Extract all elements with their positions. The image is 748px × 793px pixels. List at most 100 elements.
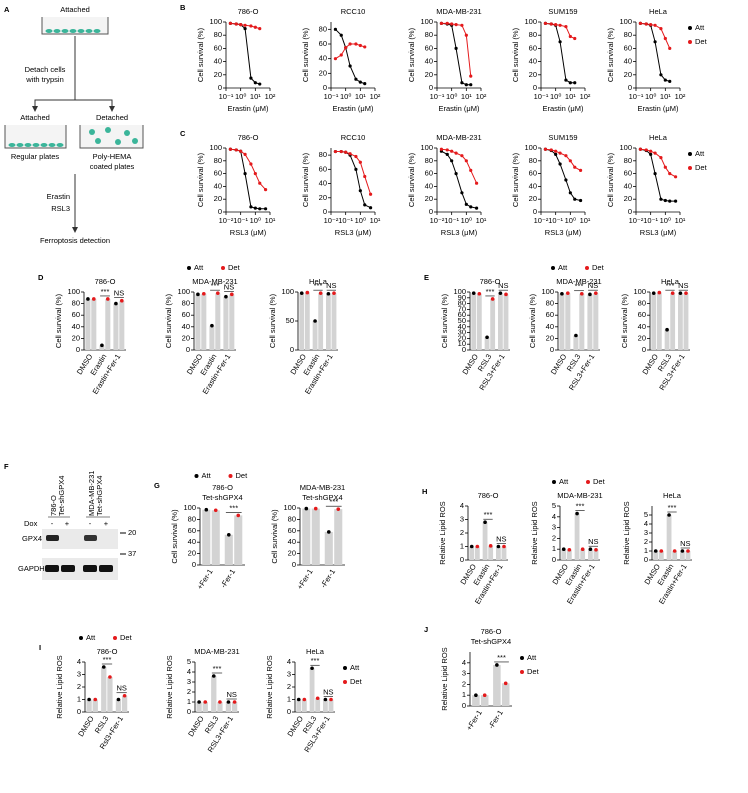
dot bbox=[503, 681, 508, 686]
sig-label: NS bbox=[114, 289, 124, 298]
dot bbox=[313, 506, 318, 511]
chart-subtitle: Tet-shGPX4 bbox=[302, 493, 342, 502]
dot bbox=[93, 697, 98, 702]
point bbox=[659, 197, 663, 201]
y-tick-label: 0 bbox=[533, 207, 537, 216]
point bbox=[663, 78, 667, 82]
y-axis-label: Cell survival (%) bbox=[620, 293, 629, 348]
band bbox=[46, 535, 59, 541]
point bbox=[368, 206, 373, 210]
dot bbox=[327, 530, 331, 534]
dot bbox=[120, 298, 124, 303]
point bbox=[354, 42, 358, 46]
legend-label: Det bbox=[527, 667, 540, 676]
bar bbox=[324, 531, 333, 565]
dot bbox=[236, 513, 241, 518]
bar bbox=[672, 551, 678, 560]
bar bbox=[115, 699, 122, 712]
bar bbox=[92, 699, 98, 712]
bar bbox=[234, 515, 243, 565]
blot-membrane bbox=[42, 558, 118, 580]
point bbox=[234, 22, 238, 26]
bar bbox=[121, 695, 128, 712]
y-tick-label: 20 bbox=[425, 194, 433, 203]
dot bbox=[495, 663, 499, 667]
y-tick-label: 4 bbox=[77, 657, 81, 666]
x-axis-label: Erastin (μM) bbox=[439, 104, 480, 113]
chart-title: RCC10 bbox=[341, 7, 366, 16]
dot bbox=[653, 549, 658, 553]
dot bbox=[216, 291, 220, 295]
dot bbox=[296, 697, 301, 702]
curve bbox=[640, 148, 676, 202]
y-tick-label: 60 bbox=[529, 169, 537, 178]
y-tick-label: 5 bbox=[552, 501, 556, 510]
y-tick-label: 100 bbox=[420, 143, 433, 152]
bar bbox=[680, 551, 685, 560]
bar bbox=[101, 667, 107, 712]
point bbox=[450, 159, 454, 163]
chart-title: HeLa bbox=[309, 277, 328, 286]
bar bbox=[498, 293, 503, 350]
dot bbox=[667, 513, 671, 517]
diagram-label: Poly-HEMA bbox=[93, 152, 132, 161]
dot bbox=[108, 675, 112, 679]
marker-label: 37 bbox=[128, 549, 136, 558]
y-tick-label: 100 bbox=[619, 143, 632, 152]
y-tick-label: 90 bbox=[458, 293, 466, 302]
point bbox=[558, 151, 562, 155]
x-tick-label: 10² bbox=[675, 92, 686, 101]
legend-label: Att bbox=[695, 23, 705, 32]
dot bbox=[490, 297, 495, 301]
dot bbox=[329, 697, 333, 702]
panel-letter: D bbox=[38, 273, 44, 282]
chart-title: MDA-MB-231 bbox=[192, 277, 237, 286]
bar bbox=[91, 298, 97, 350]
legend-label: Det bbox=[120, 633, 133, 642]
y-tick-label: 0 bbox=[77, 707, 81, 716]
y-tick-label: 60 bbox=[288, 526, 296, 535]
chart-title: MDA-MB-231 bbox=[300, 483, 345, 492]
bar bbox=[476, 293, 482, 350]
y-tick-label: 60 bbox=[319, 164, 327, 173]
curve bbox=[545, 22, 575, 84]
bar bbox=[496, 546, 501, 560]
x-axis-label: RSL3 (μM) bbox=[441, 228, 478, 237]
x-tick-label: 10⁻¹ bbox=[324, 92, 339, 101]
bar bbox=[472, 695, 480, 706]
point bbox=[258, 27, 262, 31]
band bbox=[45, 565, 59, 572]
sig-label: *** bbox=[229, 503, 238, 512]
point bbox=[564, 78, 568, 82]
bar bbox=[323, 699, 328, 712]
arrow bbox=[34, 99, 113, 110]
dot bbox=[230, 292, 234, 297]
point bbox=[253, 172, 257, 176]
dot bbox=[588, 547, 593, 551]
legend-marker bbox=[79, 636, 83, 640]
y-axis-label: Cell survival (%) bbox=[196, 27, 205, 82]
y-tick-label: 40 bbox=[624, 181, 632, 190]
point bbox=[454, 46, 458, 51]
chart-title: MDA-MB-231 bbox=[557, 491, 602, 500]
dot bbox=[313, 319, 317, 323]
legend-marker bbox=[688, 166, 692, 170]
y-tick-label: 2 bbox=[77, 682, 81, 691]
y-tick-label: 80 bbox=[72, 299, 80, 308]
point bbox=[358, 43, 362, 48]
y-tick-label: 100 bbox=[177, 287, 190, 296]
y-tick-label: 0 bbox=[429, 83, 433, 92]
legend-label: Det bbox=[593, 477, 606, 486]
y-tick-label: 70 bbox=[458, 304, 466, 313]
sig-label: *** bbox=[329, 497, 338, 506]
bar bbox=[593, 293, 599, 350]
dot bbox=[575, 511, 579, 516]
sig-label: NS bbox=[224, 282, 234, 291]
point bbox=[638, 21, 643, 25]
x-tick-label: 10⁻² bbox=[324, 216, 339, 225]
chart-title: HeLa bbox=[649, 133, 668, 142]
y-tick-label: 60 bbox=[72, 310, 80, 319]
point bbox=[469, 74, 473, 78]
y-tick-label: 0 bbox=[550, 345, 554, 354]
